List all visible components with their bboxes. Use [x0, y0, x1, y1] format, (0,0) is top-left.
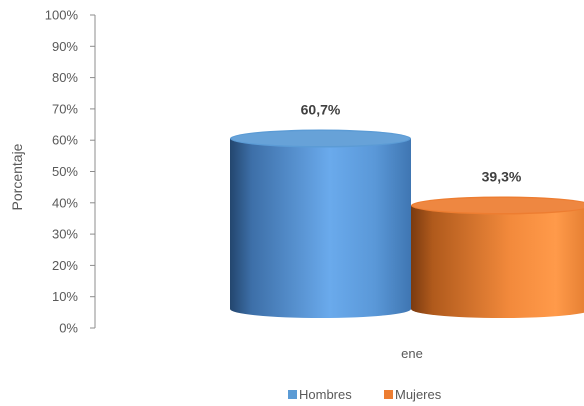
legend: Hombres Mujeres — [288, 387, 442, 402]
y-tick-label: 60% — [52, 133, 78, 148]
bar-body — [230, 138, 411, 318]
y-axis-ticks: 0% 10% 20% 30% 40% 50% 60% 70% 80% 90% 100% — [45, 8, 95, 336]
y-tick-label: 100% — [45, 8, 79, 23]
bar-top — [411, 196, 584, 215]
bar-top — [230, 129, 411, 148]
x-category-label: ene — [401, 346, 423, 361]
y-axis-title: Porcentaje — [9, 143, 25, 210]
legend-label-hombres: Hombres — [299, 387, 352, 402]
data-label-hombres: 60,7% — [301, 102, 341, 118]
bar-body — [411, 205, 584, 318]
y-tick-label: 90% — [52, 39, 78, 54]
y-tick-label: 0% — [59, 321, 78, 336]
bar-top-highlight — [413, 197, 584, 213]
data-label-mujeres: 39,3% — [482, 168, 522, 184]
legend-swatch-mujeres — [384, 390, 393, 399]
y-tick-label: 70% — [52, 101, 78, 116]
y-tick-label: 30% — [52, 227, 78, 242]
y-tick-label: 10% — [52, 289, 78, 304]
legend-label-mujeres: Mujeres — [395, 387, 442, 402]
bar-hombres — [230, 129, 411, 318]
bar-top-highlight — [232, 131, 409, 147]
legend-swatch-hombres — [288, 390, 297, 399]
bar-mujeres — [411, 196, 584, 318]
y-tick-label: 20% — [52, 258, 78, 273]
y-tick-label: 40% — [52, 195, 78, 210]
y-tick-label: 80% — [52, 70, 78, 85]
category-labels: ene — [401, 346, 423, 361]
y-tick-label: 50% — [52, 164, 78, 179]
bars: 60,7% 39,3% — [230, 102, 584, 318]
